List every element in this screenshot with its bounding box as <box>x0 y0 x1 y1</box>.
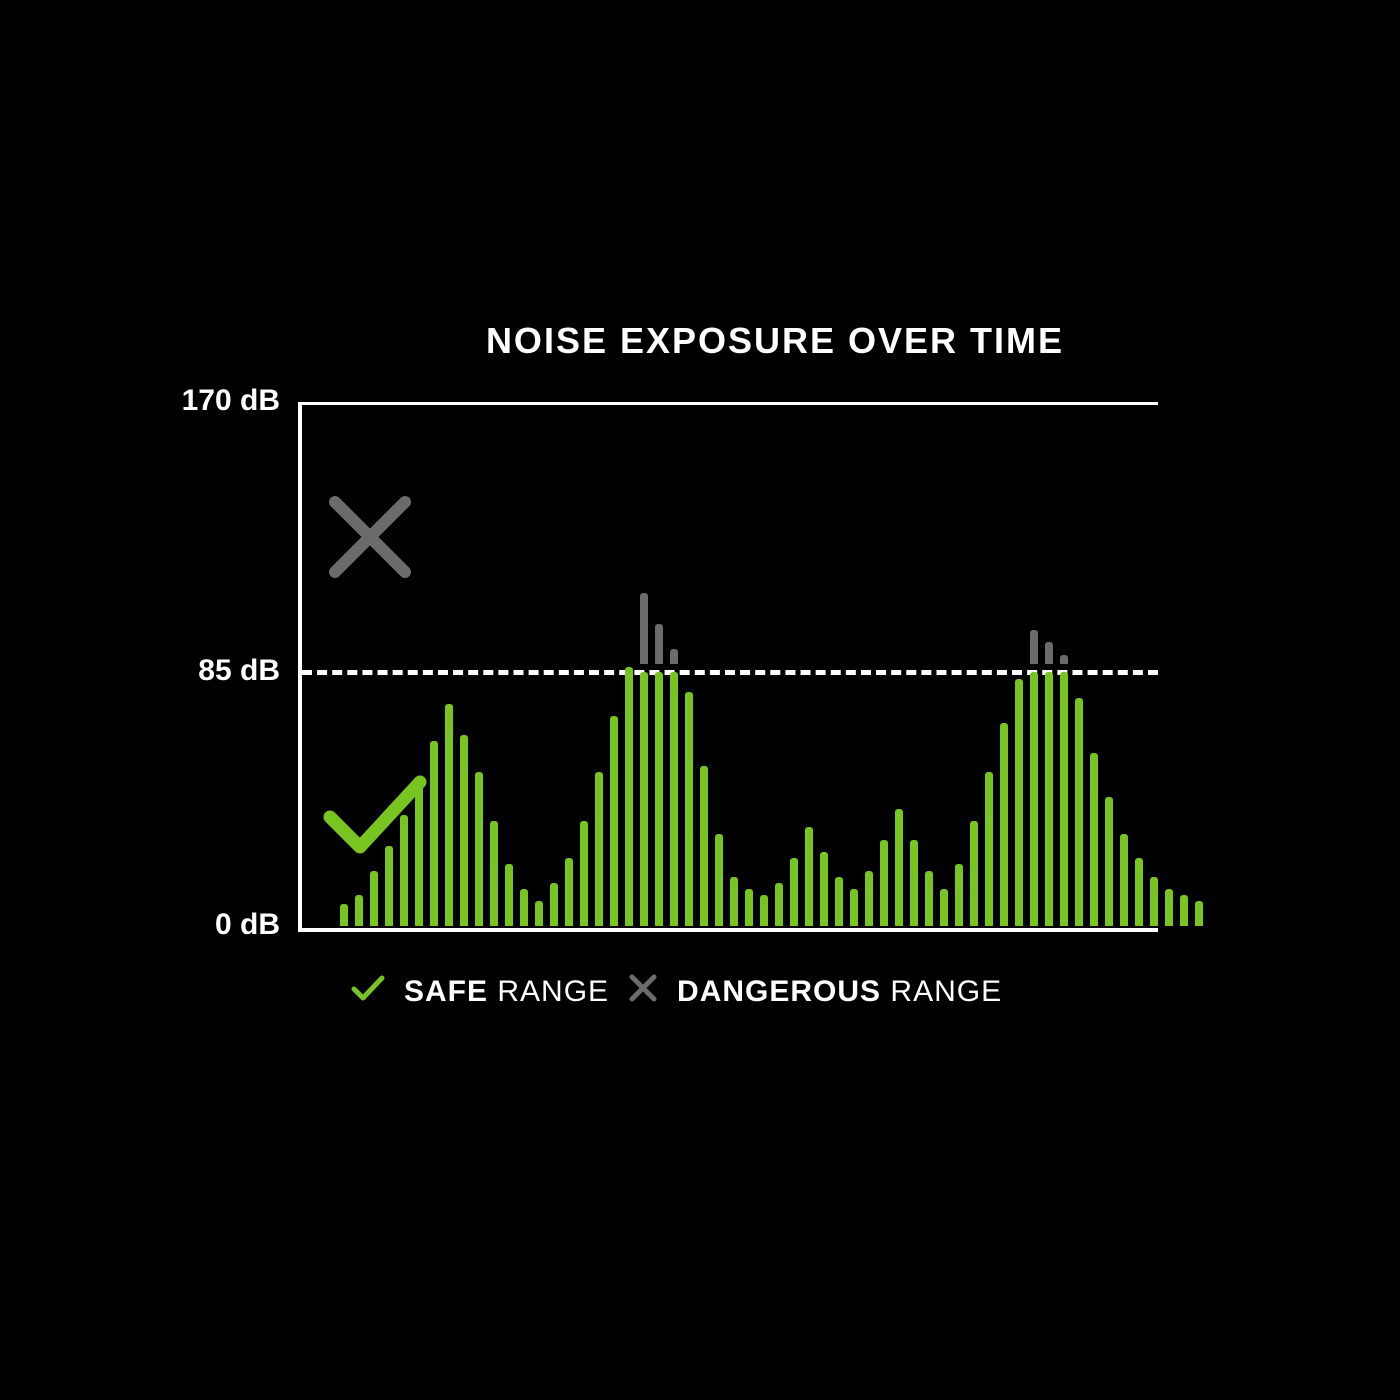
bar <box>835 877 843 926</box>
bar <box>1090 753 1098 926</box>
bar <box>1165 889 1173 926</box>
bar <box>535 901 543 926</box>
bar <box>490 821 498 926</box>
bar <box>355 895 363 926</box>
bar <box>910 840 918 926</box>
y-tick-label-top: 170 dB <box>182 384 280 418</box>
bar <box>655 624 663 926</box>
chart-x-axis <box>298 928 1158 932</box>
legend: SAFE RANGE DANGEROUS RANGE <box>350 972 1250 1012</box>
bar <box>340 904 348 926</box>
bar <box>520 889 528 926</box>
bar <box>1075 698 1083 926</box>
bar <box>1195 901 1203 926</box>
bar <box>970 821 978 926</box>
bar <box>775 883 783 926</box>
bar <box>865 871 873 926</box>
chart-y-axis <box>298 402 302 932</box>
bar <box>925 871 933 926</box>
bar <box>430 741 438 926</box>
bar <box>715 834 723 926</box>
bar <box>1015 679 1023 926</box>
bar <box>550 883 558 926</box>
bar <box>1180 895 1188 926</box>
legend-x-icon <box>627 972 659 1012</box>
bar <box>820 852 828 926</box>
legend-safe: SAFE RANGE <box>404 975 609 1009</box>
bar <box>745 889 753 926</box>
bar <box>385 846 393 926</box>
bar <box>370 871 378 926</box>
legend-danger-light: RANGE <box>890 975 1002 1008</box>
bar <box>880 840 888 926</box>
bar <box>505 864 513 926</box>
bar <box>805 827 813 926</box>
bar <box>400 815 408 926</box>
legend-safe-light: RANGE <box>497 975 609 1008</box>
legend-danger: DANGEROUS RANGE <box>677 975 1002 1009</box>
bar-series <box>340 402 1155 926</box>
bar <box>610 716 618 926</box>
bar <box>625 667 633 926</box>
bar <box>985 772 993 926</box>
y-tick-label-mid: 85 dB <box>198 654 280 688</box>
legend-danger-bold: DANGEROUS <box>677 975 881 1008</box>
bar <box>1000 723 1008 926</box>
bar <box>475 772 483 926</box>
bar <box>415 778 423 926</box>
chart-container: NOISE EXPOSURE OVER TIME 170 dB 85 dB 0 … <box>150 320 1250 1012</box>
bar <box>1105 797 1113 926</box>
bar <box>1150 877 1158 926</box>
bar <box>700 766 708 926</box>
bar <box>1045 642 1053 926</box>
legend-check-icon <box>350 973 386 1011</box>
bar <box>895 809 903 926</box>
bar <box>460 735 468 926</box>
bar <box>730 877 738 926</box>
bar <box>595 772 603 926</box>
bar <box>1135 858 1143 926</box>
bar <box>565 858 573 926</box>
y-tick-label-bot: 0 dB <box>215 908 280 942</box>
chart-title: NOISE EXPOSURE OVER TIME <box>300 320 1250 362</box>
legend-safe-bold: SAFE <box>404 975 488 1008</box>
bar <box>445 704 453 926</box>
bar <box>1060 655 1068 926</box>
bar <box>1030 630 1038 926</box>
bar <box>790 858 798 926</box>
bar <box>670 649 678 926</box>
bar <box>1120 834 1128 926</box>
bar <box>940 889 948 926</box>
bar <box>580 821 588 926</box>
bar <box>760 895 768 926</box>
chart-area: 170 dB 85 dB 0 dB <box>150 402 1250 942</box>
bar <box>685 692 693 926</box>
bar <box>955 864 963 926</box>
bar <box>850 889 858 926</box>
bar <box>640 593 648 926</box>
